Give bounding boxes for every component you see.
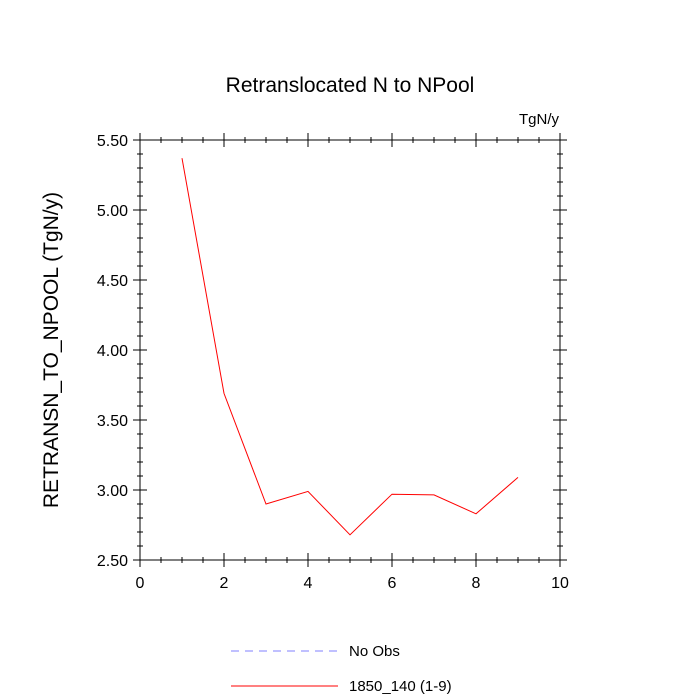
plot-frame [139,139,561,561]
legend-label: 1850_140 (1-9) [349,678,452,695]
y-tick-label: 4.50 [97,273,128,290]
series-layer [181,158,519,536]
x-tick-label: 4 [304,575,313,592]
y-tick-label: 3.50 [97,413,128,430]
y-tick-label: 5.50 [97,133,128,150]
series-line [181,158,519,536]
y-axis-label: RETRANSN_TO_NPOOL (TgN/y) [40,192,63,508]
x-tick-label: 6 [388,575,397,592]
legend-label: No Obs [349,643,400,660]
x-tick-label: 8 [472,575,481,592]
x-tick-label: 2 [220,575,229,592]
y-tick-label: 5.00 [97,203,128,220]
x-tick-label: 0 [136,575,145,592]
y-tick-label: 2.50 [97,553,128,570]
axis-ticks [133,133,567,567]
y-tick-label: 4.00 [97,343,128,360]
y-tick-label: 3.00 [97,483,128,500]
legend: No Obs 1850_140 (1-9) [231,643,452,695]
chart-title: Retranslocated N to NPool [226,74,475,97]
units-label: TgN/y [519,111,560,128]
x-tick-label: 10 [551,575,569,592]
axis-tick-labels: 0 2 4 6 8 10 2.50 3.00 3.50 4.00 4.50 5.00 5.50 [97,133,569,592]
